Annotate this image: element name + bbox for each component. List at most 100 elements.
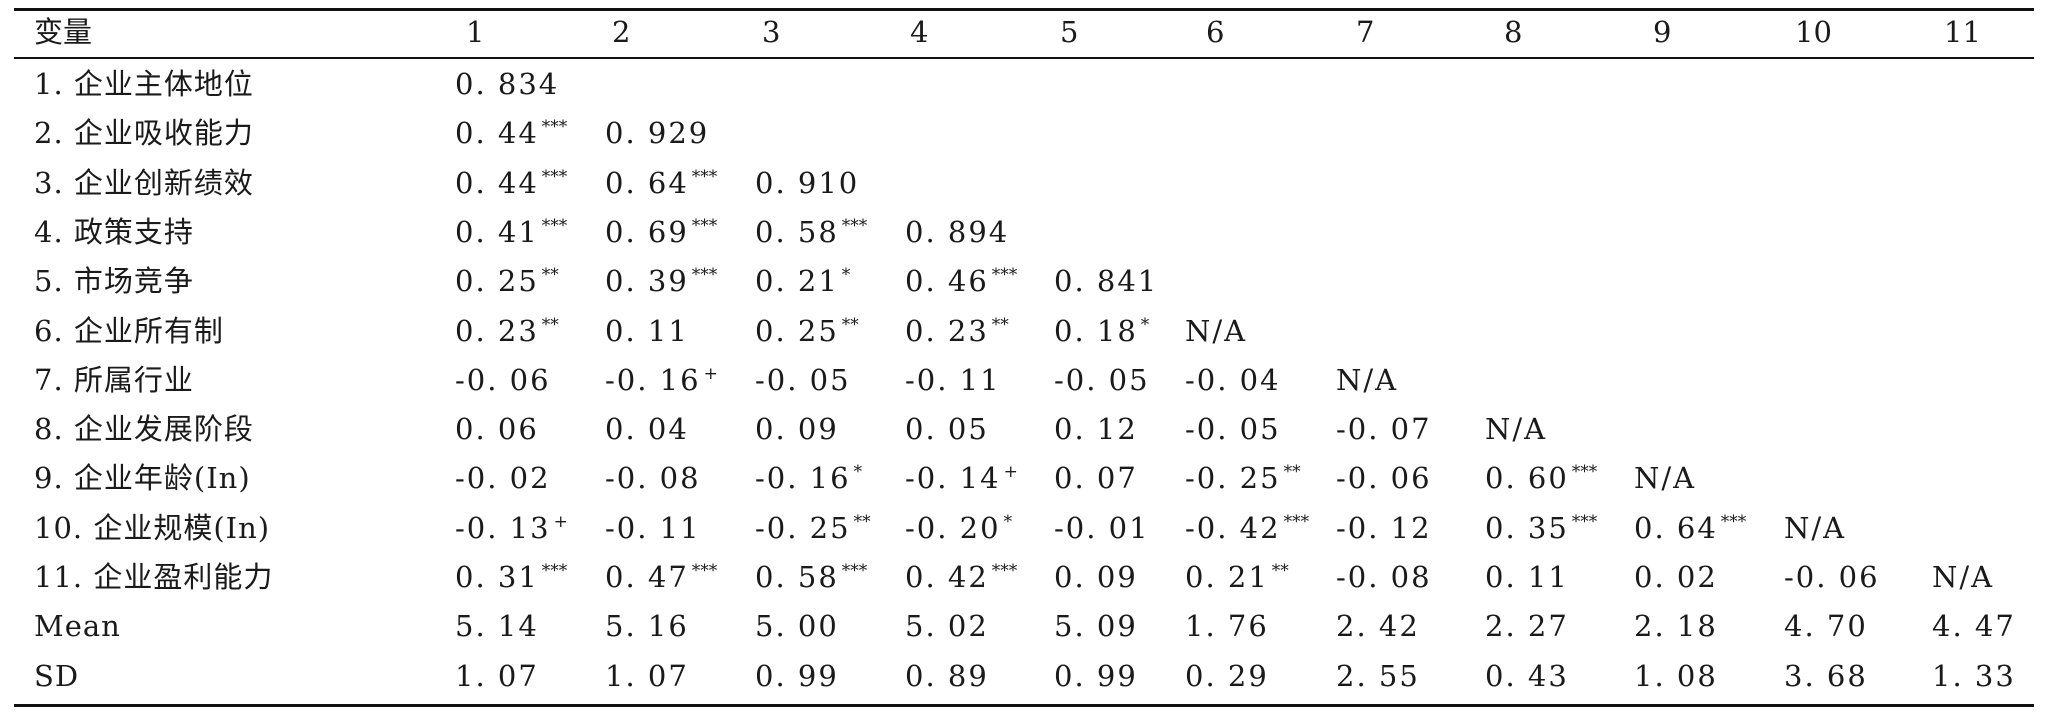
cell-value: 0. 23 [905,314,989,348]
significance-marker: ** [841,315,859,335]
significance-marker: ** [1283,462,1301,482]
table-cell: 0. 21 ** [1185,563,1289,592]
cell-value: 0. 02 [1634,560,1718,594]
table-cell: N/A [1932,563,1994,592]
cell-value: -0. 13 [455,511,551,545]
row-label: 1. 企业主体地位 [34,67,254,101]
table-cell: N/A [1485,415,1547,444]
cell-value: 2. 27 [1485,609,1569,643]
cell-value: 0. 910 [755,166,860,200]
table-cell: 0. 12 [1054,415,1138,444]
table-cell: 0. 23 ** [905,317,1009,346]
table-cell: 0. 64 *** [1634,514,1746,543]
cell-value: 5. 02 [905,609,989,643]
table-cell: 0. 929 [605,119,709,148]
table-cell: 0. 35 *** [1485,514,1597,543]
cell-value: 0. 39 [605,264,689,298]
cell-value: -0. 06 [455,363,551,397]
significance-marker: *** [691,561,718,581]
table-cell: -0. 06 [1336,464,1432,493]
cell-value: 5. 14 [455,609,539,643]
table-cell: 0. 44 *** [455,169,567,198]
table-cell: 0. 41 *** [455,218,567,247]
cell-value: N/A [1185,314,1248,348]
cell-value: N/A [1932,560,1995,594]
cell-value: N/A [1784,511,1847,545]
significance-marker: *** [991,265,1018,285]
table-cell: -0. 25 ** [1185,464,1301,493]
significance-marker: + [553,512,568,532]
cell-value: 0. 47 [605,560,689,594]
cell-value: -0. 01 [1054,511,1150,545]
table-cell: 1. 33 [1932,662,2016,691]
table-top-rule [14,8,2034,11]
cell-value: 0. 58 [755,560,839,594]
cell-value: 0. 09 [1054,560,1138,594]
significance-marker: * [1003,512,1013,532]
table-cell: 1. 76 [1185,612,1269,641]
table-cell: 5. 09 [1054,612,1138,641]
table-cell: 0. 09 [755,415,839,444]
cell-value: 0. 99 [1054,659,1138,693]
table-cell: 0. 07 [1054,464,1138,493]
cell-value: -0. 05 [755,363,851,397]
cell-value: 0. 929 [605,116,710,150]
table-cell: N/A [1784,514,1846,543]
table-cell: -0. 05 [1185,415,1281,444]
row-label: 9. 企业年龄(In) [34,461,251,495]
cell-value: -0. 05 [1185,412,1281,446]
cell-value: 0. 69 [605,215,689,249]
cell-value: -0. 04 [1185,363,1281,397]
table-cell: 0. 25 ** [455,267,559,296]
cell-value: -0. 02 [455,461,551,495]
cell-value: 1. 07 [455,659,539,693]
cell-value: 0. 05 [905,412,989,446]
cell-value: 2. 18 [1634,609,1718,643]
significance-marker: *** [541,216,568,236]
cell-value: 0. 09 [755,412,839,446]
significance-marker: *** [691,167,718,187]
column-header-1: 1 [466,15,485,49]
table-cell: 0. 21 * [755,267,850,296]
table-cell: -0. 11 [605,514,701,543]
significance-marker: ** [1271,561,1289,581]
cell-value: 4. 47 [1932,609,2016,643]
cell-value: -0. 11 [905,363,1001,397]
cell-value: -0. 12 [1336,511,1432,545]
significance-marker: ** [541,265,559,285]
table-cell: 0. 04 [605,415,689,444]
cell-value: -0. 42 [1185,511,1281,545]
table-cell: 1. 08 [1634,662,1718,691]
significance-marker: *** [1571,512,1598,532]
cell-value: 5. 09 [1054,609,1138,643]
significance-marker: *** [691,265,718,285]
table-cell: 0. 09 [1054,563,1138,592]
row-label: 11. 企业盈利能力 [34,560,274,594]
column-header-6: 6 [1206,15,1225,49]
cell-value: 4. 70 [1784,609,1868,643]
row-label: 6. 企业所有制 [34,314,224,348]
table-cell: -0. 07 [1336,415,1432,444]
table-header-rule [14,57,2034,59]
row-label: 3. 企业创新绩效 [34,166,254,200]
cell-value: 5. 00 [755,609,839,643]
cell-value: 0. 43 [1485,659,1569,693]
significance-marker: *** [541,117,568,137]
cell-value: 0. 11 [1485,560,1569,594]
cell-value: 0. 58 [755,215,839,249]
table-cell: 2. 42 [1336,612,1420,641]
table-cell: 5. 14 [455,612,539,641]
table-cell: 2. 55 [1336,662,1420,691]
table-cell: 0. 11 [605,317,689,346]
cell-value: -0. 08 [605,461,701,495]
row-label: 8. 企业发展阶段 [34,412,254,446]
cell-value: 0. 60 [1485,461,1569,495]
table-cell: -0. 12 [1336,514,1432,543]
table-cell: 0. 60 *** [1485,464,1597,493]
significance-marker: *** [541,561,568,581]
table-cell: 0. 18 * [1054,317,1149,346]
cell-value: 0. 35 [1485,511,1569,545]
significance-marker: * [1140,315,1150,335]
table-cell: 0. 39 *** [605,267,717,296]
table-cell: -0. 20 * [905,514,1012,543]
